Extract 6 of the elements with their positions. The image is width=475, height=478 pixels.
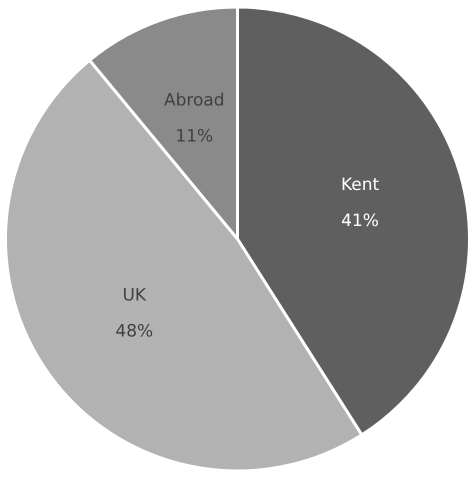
- data-label: 11%: [175, 126, 214, 146]
- data-label: 48%: [115, 321, 154, 342]
- slice-label: Abroad: [164, 90, 225, 110]
- slice-label: Kent: [340, 174, 380, 195]
- data-label: 41%: [341, 210, 379, 231]
- slice-label: UK: [122, 285, 147, 306]
